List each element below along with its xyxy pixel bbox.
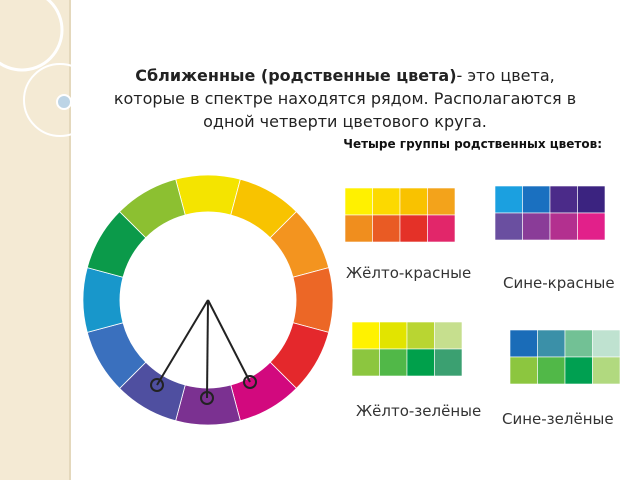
- pointer-dot: [200, 391, 214, 405]
- swatch-grid: [509, 329, 621, 385]
- swatch-grid: [344, 187, 456, 243]
- swatch: [522, 212, 551, 241]
- swatch: [406, 321, 435, 350]
- swatch: [427, 214, 456, 243]
- swatch: [434, 348, 463, 377]
- swatch: [351, 348, 380, 377]
- swatch: [537, 356, 566, 385]
- wheel-segment: [175, 174, 241, 216]
- group-label: Жёлто-красные: [346, 264, 472, 282]
- swatch: [427, 187, 456, 216]
- swatch: [549, 185, 578, 214]
- swatch: [372, 187, 401, 216]
- pointer-line: [207, 299, 251, 383]
- swatch: [399, 214, 428, 243]
- wheel-segment: [292, 267, 334, 333]
- swatch: [344, 214, 373, 243]
- swatch: [406, 348, 435, 377]
- wheel-segment: [82, 267, 124, 333]
- swatch: [509, 356, 538, 385]
- pointer-dot: [150, 378, 164, 392]
- swatch: [577, 212, 606, 241]
- swatch: [564, 329, 593, 358]
- swatch-groups: [344, 185, 621, 385]
- swatch: [379, 348, 408, 377]
- color-wheel: [82, 174, 334, 426]
- group-label: Сине-зелёные: [502, 410, 614, 428]
- group-label: Жёлто-зелёные: [356, 402, 482, 420]
- deco-circle: [23, 63, 97, 137]
- subtitle: Четыре группы родственных цветов:: [343, 137, 602, 151]
- swatch: [372, 214, 401, 243]
- deco-dot: [56, 94, 72, 110]
- pointer: [150, 299, 257, 405]
- swatch: [379, 321, 408, 350]
- swatch-grid: [494, 185, 606, 241]
- swatch-grid: [351, 321, 463, 377]
- deco-circle: [0, 0, 64, 72]
- title-bold: Сближенные (родственные цвета): [135, 66, 457, 85]
- swatch: [494, 212, 523, 241]
- swatch: [549, 212, 578, 241]
- swatch: [522, 185, 551, 214]
- swatch: [537, 329, 566, 358]
- swatch: [564, 356, 593, 385]
- pointer-line: [156, 299, 209, 386]
- wheel-segment: [119, 178, 186, 239]
- swatch: [344, 187, 373, 216]
- side-strip: [0, 0, 70, 480]
- swatch: [399, 187, 428, 216]
- pointer-line: [206, 299, 209, 399]
- title-rest: - это цвета, которые в спектре находятся…: [113, 66, 577, 131]
- swatch: [592, 356, 621, 385]
- title: Сближенные (родственные цвета)- это цвет…: [98, 64, 592, 133]
- group-label: Сине-красные: [503, 274, 615, 292]
- swatch: [351, 321, 380, 350]
- pointer-dot: [243, 375, 257, 389]
- swatch: [494, 185, 523, 214]
- swatch: [592, 329, 621, 358]
- swatch: [434, 321, 463, 350]
- swatch: [577, 185, 606, 214]
- swatch: [509, 329, 538, 358]
